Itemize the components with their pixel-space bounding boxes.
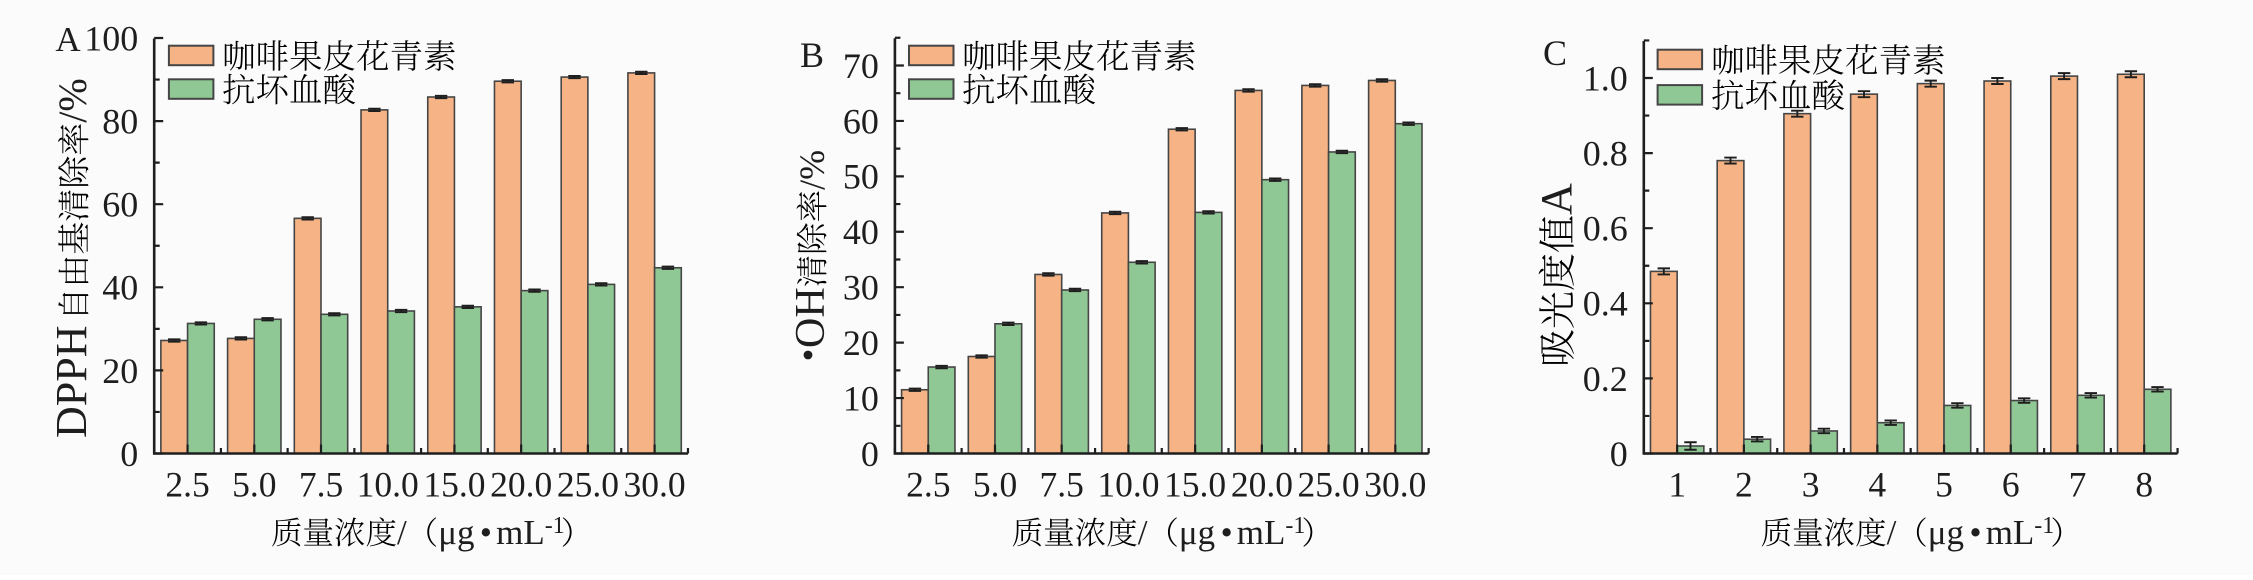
svg-text:3: 3: [1802, 464, 1820, 504]
svg-text:•: •: [1969, 513, 1981, 552]
svg-text:6: 6: [2002, 464, 2020, 504]
svg-text:10: 10: [843, 379, 879, 419]
svg-text:C: C: [1543, 33, 1567, 73]
svg-text:μg: μg: [1928, 513, 1964, 552]
svg-text:B: B: [800, 35, 824, 75]
svg-text:50: 50: [843, 157, 879, 197]
svg-text:1.0: 1.0: [1583, 58, 1628, 98]
svg-text:/: /: [397, 513, 407, 552]
svg-text:25.0: 25.0: [1298, 464, 1360, 504]
svg-text:8: 8: [2135, 464, 2153, 504]
svg-text:10.0: 10.0: [1097, 464, 1159, 504]
svg-text:OH: OH: [788, 287, 834, 348]
svg-text:10.0: 10.0: [357, 464, 419, 504]
svg-text:-1: -1: [545, 513, 565, 539]
svg-text:0.4: 0.4: [1583, 284, 1628, 324]
svg-text:μg: μg: [1179, 513, 1215, 552]
svg-text:40: 40: [102, 268, 138, 308]
svg-text:0: 0: [1610, 434, 1628, 474]
svg-text:30.0: 30.0: [1364, 464, 1426, 504]
svg-text:5.0: 5.0: [232, 464, 276, 504]
svg-text:40: 40: [843, 212, 879, 252]
svg-text:7.5: 7.5: [1040, 464, 1084, 504]
svg-text:70: 70: [843, 46, 879, 86]
svg-text:/%: /%: [50, 78, 95, 122]
svg-text:/: /: [1138, 513, 1148, 552]
svg-text:2.5: 2.5: [906, 464, 950, 504]
svg-text:/%: /%: [792, 150, 832, 190]
svg-text:20: 20: [102, 351, 138, 391]
svg-text:100: 100: [84, 18, 138, 58]
svg-text:A: A: [1532, 183, 1581, 215]
svg-text:-1: -1: [1285, 513, 1305, 539]
svg-text:A: A: [55, 20, 81, 59]
svg-text:0.2: 0.2: [1583, 359, 1628, 399]
svg-text:2.5: 2.5: [165, 464, 209, 504]
svg-text:0: 0: [120, 434, 138, 474]
svg-text:-1: -1: [2034, 513, 2054, 539]
svg-text:mL: mL: [1986, 513, 2035, 552]
svg-text:15.0: 15.0: [423, 464, 485, 504]
svg-text:0.8: 0.8: [1583, 134, 1628, 174]
svg-text:80: 80: [102, 102, 138, 142]
svg-text:7: 7: [2069, 464, 2087, 504]
svg-text:DPPH: DPPH: [47, 326, 96, 439]
svg-text:0.6: 0.6: [1583, 209, 1628, 249]
svg-text:mL: mL: [1237, 513, 1286, 552]
svg-text:20: 20: [843, 323, 879, 363]
svg-text:20.0: 20.0: [490, 464, 552, 504]
svg-text:5.0: 5.0: [973, 464, 1017, 504]
svg-text:60: 60: [843, 101, 879, 141]
svg-text:5: 5: [1935, 464, 1953, 504]
svg-text:25.0: 25.0: [557, 464, 619, 504]
svg-text:4: 4: [1868, 464, 1886, 504]
svg-text:1: 1: [1668, 464, 1686, 504]
svg-text:15.0: 15.0: [1164, 464, 1226, 504]
svg-text:60: 60: [102, 185, 138, 225]
svg-text:20.0: 20.0: [1231, 464, 1293, 504]
svg-text:μg: μg: [438, 513, 474, 552]
svg-text:•: •: [480, 513, 492, 552]
svg-text:mL: mL: [496, 513, 545, 552]
svg-text:•: •: [1221, 513, 1233, 552]
svg-text:/: /: [1887, 513, 1897, 552]
svg-text:30.0: 30.0: [624, 464, 686, 504]
svg-text:0: 0: [861, 434, 879, 474]
svg-text:30: 30: [843, 268, 879, 308]
svg-text:7.5: 7.5: [299, 464, 343, 504]
svg-text:2: 2: [1735, 464, 1753, 504]
